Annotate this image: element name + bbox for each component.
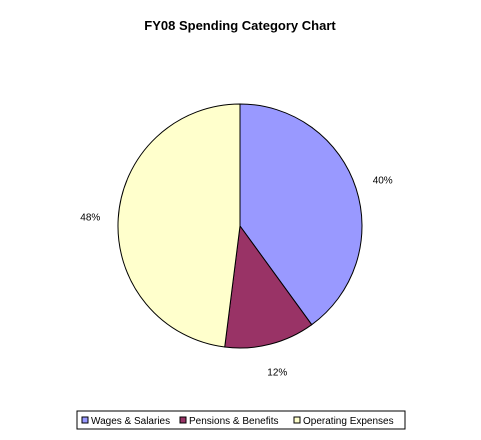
chart-title: FY08 Spending Category Chart (144, 18, 336, 33)
legend-label-pensions-benefits: Pensions & Benefits (189, 416, 279, 427)
pie-slices (117, 103, 363, 349)
legend-box (76, 410, 406, 430)
slice-label-pensions-benefits: 12% (267, 367, 287, 378)
pie-slice-pensions-benefits (224, 224, 313, 349)
legend-swatch-operating-expenses (293, 416, 301, 424)
pie-slice-operating-expenses (117, 103, 241, 348)
pie-slice-wages-salaries (239, 103, 363, 326)
legend-swatch-wages-salaries (81, 416, 89, 424)
legend: Wages & Salaries Pensions & Benefits Opera… (76, 410, 406, 430)
legend-label-wages-salaries: Wages & Salaries (91, 416, 170, 427)
legend-swatch-pensions-benefits (179, 416, 187, 424)
legend-label-operating-expenses: Operating Expenses (303, 416, 394, 427)
pie-slice-labels: 40% 12% 48% (80, 176, 393, 379)
slice-label-operating-expenses: 48% (80, 213, 100, 224)
slice-label-wages-salaries: 40% (373, 176, 393, 187)
